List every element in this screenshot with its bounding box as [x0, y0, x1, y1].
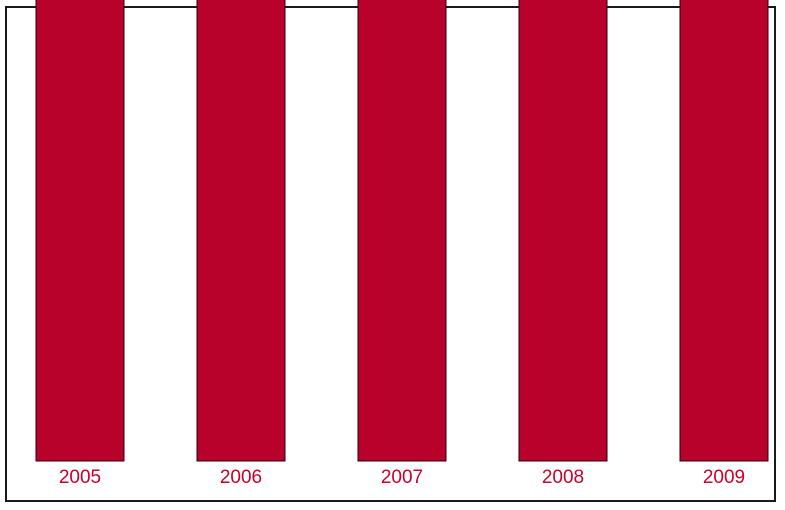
- x-tick-label-2006: 2006: [220, 467, 262, 488]
- bar-2009: [679, 0, 769, 462]
- x-tick-label-2005: 2005: [59, 467, 101, 488]
- x-tick-label-2008: 2008: [542, 467, 584, 488]
- bar-2005: [35, 0, 125, 462]
- bar-2006: [196, 0, 286, 462]
- bar-2007: [357, 0, 447, 462]
- x-tick-label-2007: 2007: [381, 467, 423, 488]
- bar-2008: [518, 0, 608, 462]
- x-tick-label-2009: 2009: [703, 467, 745, 488]
- bars-group: [35, 0, 769, 462]
- x-tick-labels-group: 2005 2006 2007 2008 2009: [59, 467, 745, 488]
